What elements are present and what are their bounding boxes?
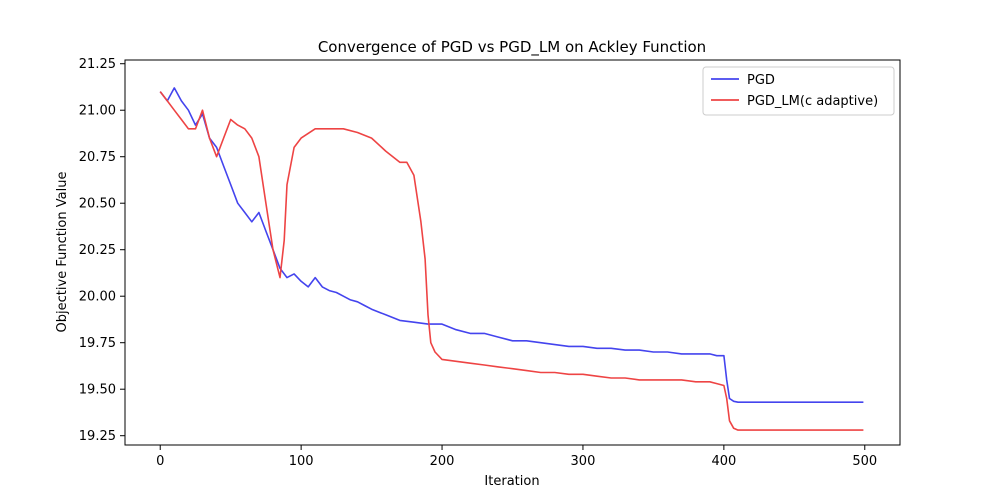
- y-tick-label: 20.25: [79, 243, 116, 258]
- y-tick-label: 20.00: [79, 290, 116, 305]
- legend-label-pgd: PGD: [747, 73, 775, 88]
- y-tick-label: 20.75: [79, 150, 116, 165]
- legend: PGD PGD_LM(c adaptive): [702, 66, 895, 116]
- x-axis-label: Iteration: [484, 474, 539, 489]
- x-tick-label: 500: [852, 454, 877, 469]
- y-axis: 19.25 19.50 19.75 20.00 20.25 20.50 20.75 21.00…: [79, 57, 125, 444]
- series-lines: [159, 87, 864, 431]
- x-axis: 0 100 200 300 400 500: [156, 445, 877, 469]
- x-tick-label: 0: [156, 454, 164, 469]
- series-line-pgd: [159, 87, 864, 404]
- y-axis-label: Objective Function Value: [55, 172, 70, 333]
- plot-area: [124, 59, 901, 446]
- y-tick-label: 19.25: [79, 429, 116, 444]
- y-tick-label: 19.50: [79, 383, 116, 398]
- y-tick-label: 20.50: [79, 197, 116, 212]
- x-tick-label: 300: [571, 454, 596, 469]
- chart-title: Convergence of PGD vs PGD_LM on Ackley F…: [318, 38, 706, 57]
- legend-label-pgd-lm: PGD_LM(c adaptive): [747, 94, 878, 109]
- legend-box: [702, 66, 895, 116]
- y-tick-label: 21.25: [79, 57, 116, 72]
- x-tick-label: 400: [711, 454, 736, 469]
- x-tick-label: 200: [430, 454, 455, 469]
- x-tick-label: 100: [289, 454, 314, 469]
- y-tick-label: 19.75: [79, 336, 116, 351]
- series-line-pgd-lm: [159, 91, 864, 431]
- y-tick-label: 21.00: [79, 104, 116, 119]
